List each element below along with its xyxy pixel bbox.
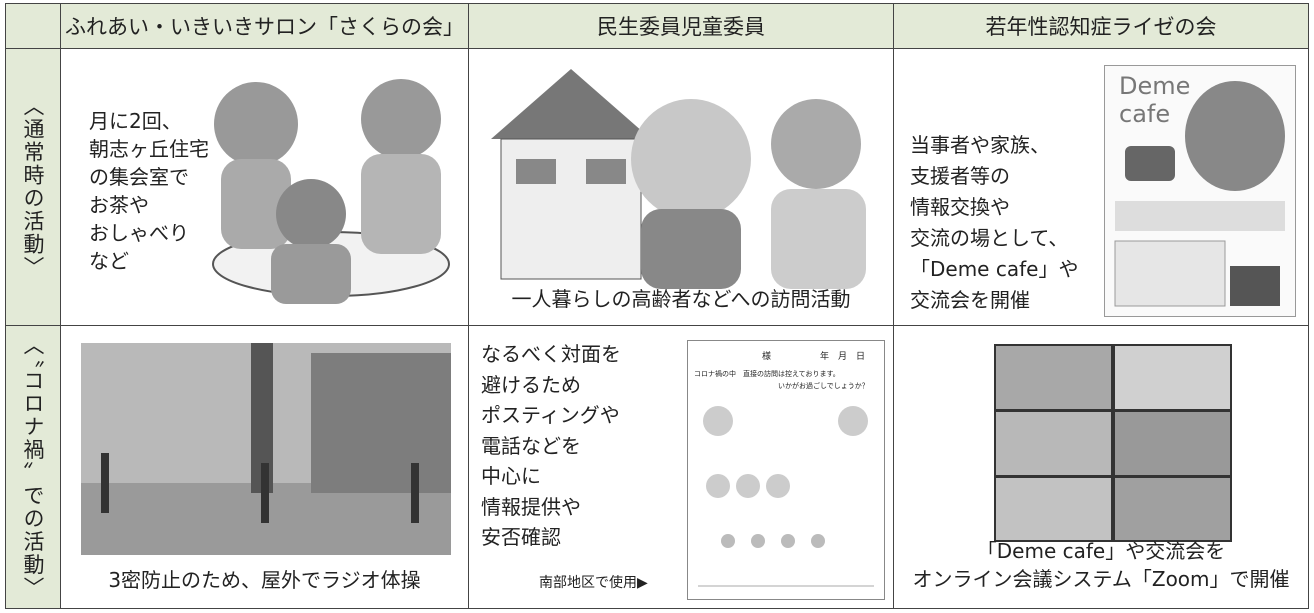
cell-text: ポスティングや — [481, 403, 620, 427]
cell: 一人暮らしの高齢者などへの訪問活動 — [468, 48, 894, 326]
cell-text: 「Deme cafe」や交流会を — [976, 539, 1226, 563]
cell-text: 3密防止のため、屋外でラジオ体操 — [108, 568, 421, 592]
illustration-salon — [212, 79, 450, 304]
cell-text: 当事者や家族、 — [910, 133, 1050, 157]
illustration-visit — [491, 69, 866, 289]
cell: 月に2回、朝志ヶ丘住宅 の集会室でお茶やおしゃべりなど — [60, 48, 469, 326]
caption: 南部地区で使用▶ — [539, 575, 648, 591]
cell-text: なるべく対面を — [481, 342, 621, 366]
poster: Deme cafe — [1104, 65, 1296, 317]
flyer-text: いかがお過ごしでしょうか？ — [778, 382, 869, 390]
cell-text: 安否確認 — [481, 525, 561, 549]
corner-cell — [5, 3, 61, 49]
flyer: 様 年 月 日 コロナ禍の中 直接の訪問は控えております。 いかがお過ごしでしょ… — [687, 340, 885, 600]
cell: 3密防止のため、屋外でラジオ体操 — [60, 325, 469, 609]
row-header: 〈通常時の活動〉 — [5, 48, 61, 326]
column-header: ふれあい・いきいきサロン「さくらの会」 — [60, 3, 469, 49]
cell-text: おしゃべり — [89, 221, 189, 245]
cell-text: 支援者等の — [910, 164, 1010, 188]
cell-text: 一人暮らしの高齢者などへの訪問活動 — [511, 287, 851, 311]
poster-title: Deme — [1119, 72, 1191, 100]
cell-text: 交流の場として、 — [910, 226, 1069, 250]
zoom-screenshot — [994, 344, 1232, 542]
flyer-text: 年 月 日 — [820, 352, 866, 362]
cell-text: オンライン会議システム「Zoom」で開催 — [912, 567, 1290, 591]
cell-text: 情報提供や — [481, 494, 581, 519]
cell-text: 交流会を開催 — [910, 288, 1030, 312]
cell-text: 中心に — [481, 464, 541, 488]
cell-text: 月に2回、 — [89, 109, 182, 133]
flyer-text: 様 — [762, 352, 772, 362]
cell-text: 電話などを — [481, 433, 581, 458]
poster-title: cafe — [1119, 100, 1171, 128]
photo-exercise — [81, 343, 451, 555]
row-label: 〈通常時の活動〉 — [21, 95, 45, 279]
cell: 「Deme cafe」や交流会をオンライン会議システム「Zoom」で開催 — [893, 325, 1309, 609]
flyer-text: コロナ禍の中 直接の訪問は控えております。 — [694, 370, 840, 378]
cell-text: 「Deme cafe」や — [910, 257, 1079, 281]
poster-art — [1114, 81, 1285, 307]
row-header: 〈〝コロナ禍〟での活動〉 — [5, 325, 61, 609]
row-label: 〈〝コロナ禍〟での活動〉 — [21, 334, 45, 600]
cell-text: お茶や — [89, 193, 149, 217]
cell-text: 朝志ヶ丘住宅 — [89, 137, 209, 161]
cell: Deme cafe 当事者や家族、 支援者等の情報交換や交流の場として、 「Deme… — [893, 48, 1309, 326]
cell-text: の集会室で — [89, 165, 189, 189]
column-header: 若年性認知症ライゼの会 — [893, 3, 1309, 49]
flyer-art — [698, 406, 874, 587]
cell: 様 年 月 日 コロナ禍の中 直接の訪問は控えております。 いかがお過ごしでしょ… — [468, 325, 894, 609]
cell-text: 情報交換や — [910, 195, 1010, 219]
column-header: 民生委員児童委員 — [468, 3, 894, 49]
cell-text: 避けるため — [481, 372, 581, 397]
cell-text: など — [89, 249, 129, 273]
